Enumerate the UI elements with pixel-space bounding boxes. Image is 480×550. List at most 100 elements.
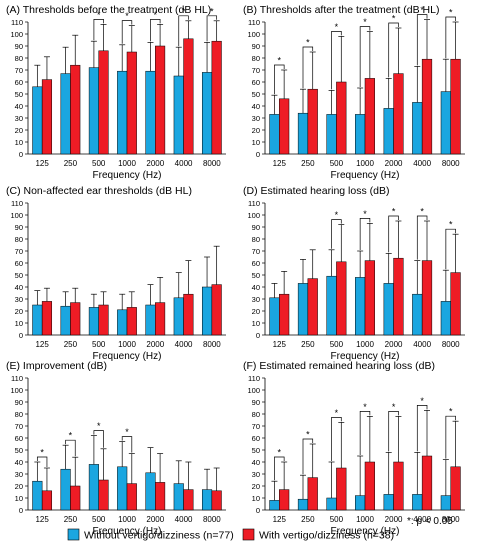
bar-without-250: [297, 112, 309, 155]
significance-bracket: [416, 14, 428, 66]
bar-with-1000: [126, 51, 137, 155]
y-tick-label: 50: [252, 90, 260, 99]
y-tick-label: 0: [256, 506, 260, 515]
bar-without-250: [60, 468, 71, 511]
bar-without-8000: [201, 489, 213, 511]
bar-with-125: [41, 301, 53, 336]
bar-with-250: [70, 64, 81, 155]
significance-bracket: [445, 16, 456, 59]
y-tick-label: 90: [15, 223, 23, 232]
chart-title: (E) Improvement (dB): [6, 360, 107, 372]
significance-bracket: [388, 22, 399, 78]
x-axis-title: Frequency (Hz): [331, 351, 400, 362]
chart-panel-b: (B) Thresholds after the treatment (dB H…: [243, 4, 465, 181]
significance-marker: *: [210, 6, 214, 16]
significance-bracket: [359, 218, 371, 250]
significance-bracket: [93, 19, 104, 41]
bar-without-2000: [383, 494, 394, 511]
significance-marker: *: [182, 6, 186, 16]
x-tick-label: 125: [35, 515, 49, 524]
x-axis-title: Frequency (Hz): [93, 526, 162, 537]
y-tick-label: 50: [252, 446, 260, 455]
y-tick-label: 20: [252, 126, 260, 135]
bar-without-2000: [383, 108, 394, 155]
bar-with-1000: [126, 307, 137, 336]
y-tick-label: 10: [252, 494, 260, 503]
y-tick-label: 40: [15, 458, 23, 467]
x-tick-label: 4000: [413, 159, 431, 168]
x-tick-label: 2000: [385, 159, 403, 168]
y-tick-label: 110: [11, 18, 23, 27]
y-tick-label: 90: [15, 42, 23, 51]
x-tick-label: 250: [64, 340, 78, 349]
x-tick-label: 8000: [442, 340, 460, 349]
x-tick-label: 8000: [442, 159, 460, 168]
y-tick-label: 50: [252, 271, 260, 280]
bar-with-4000: [421, 455, 433, 511]
bar-with-125: [41, 79, 53, 155]
x-tick-label: 250: [64, 159, 78, 168]
y-tick-label: 110: [248, 18, 260, 27]
x-tick-label: 500: [92, 515, 106, 524]
x-tick-label: 500: [330, 159, 344, 168]
x-axis-title: Frequency (Hz): [93, 351, 162, 362]
y-tick-label: 30: [15, 295, 23, 304]
x-axis-title: Frequency (Hz): [331, 526, 400, 537]
significance-bracket: [445, 228, 456, 270]
bar-with-2000: [393, 73, 404, 155]
y-tick-label: 70: [15, 422, 23, 431]
bar-with-4000: [421, 260, 433, 336]
bar-without-8000: [440, 91, 451, 155]
y-tick-label: 0: [19, 506, 23, 515]
bar-with-250: [307, 88, 318, 155]
x-tick-label: 250: [301, 159, 315, 168]
bar-without-250: [297, 498, 309, 511]
x-tick-label: 1000: [118, 340, 136, 349]
panels: (A) Thresholds before the treatment (dB …: [6, 4, 465, 537]
significance-bracket: [302, 46, 314, 89]
bar-with-2000: [393, 461, 404, 511]
x-tick-label: 1000: [118, 515, 136, 524]
y-tick-label: 60: [15, 78, 23, 87]
significance-marker: *: [154, 10, 158, 20]
x-tick-label: 250: [301, 340, 315, 349]
significance-marker: *: [97, 421, 101, 431]
x-tick-label: 2000: [146, 159, 164, 168]
significance-marker: *: [449, 407, 453, 417]
significance-bracket: [121, 436, 133, 453]
y-tick-label: 30: [252, 295, 260, 304]
y-tick-label: 110: [11, 374, 23, 383]
significance-marker: *: [306, 430, 310, 440]
bar-without-125: [269, 114, 280, 155]
significance-bracket: [416, 215, 428, 260]
y-tick-label: 70: [252, 66, 260, 75]
x-tick-label: 8000: [203, 159, 221, 168]
bar-without-500: [88, 67, 99, 155]
significance-marker: *: [420, 207, 424, 217]
x-tick-label: 250: [64, 515, 78, 524]
x-tick-label: 8000: [203, 340, 221, 349]
y-tick-label: 50: [15, 446, 23, 455]
significance-marker: *: [363, 402, 367, 412]
bar-without-4000: [173, 483, 184, 511]
x-tick-label: 2000: [146, 340, 164, 349]
chart-title: (B) Thresholds after the treatment (dB H…: [243, 4, 439, 16]
y-tick-label: 70: [15, 247, 23, 256]
bar-with-500: [336, 81, 347, 155]
bar-with-8000: [450, 272, 461, 336]
significance-marker: *: [449, 8, 453, 18]
bar-with-500: [336, 261, 347, 336]
x-tick-label: 2000: [385, 340, 403, 349]
significance-bracket: [274, 456, 285, 481]
y-tick-label: 10: [15, 138, 23, 147]
bar-with-125: [279, 293, 290, 336]
x-tick-label: 2000: [385, 515, 403, 524]
bar-without-4000: [412, 102, 423, 155]
y-tick-label: 40: [15, 102, 23, 111]
chart-title: (D) Estimated hearing loss (dB): [243, 185, 389, 197]
significance-bracket: [206, 15, 218, 42]
x-tick-label: 4000: [175, 515, 193, 524]
y-tick-label: 10: [15, 494, 23, 503]
y-tick-label: 20: [252, 307, 260, 316]
bar-with-125: [41, 490, 53, 511]
